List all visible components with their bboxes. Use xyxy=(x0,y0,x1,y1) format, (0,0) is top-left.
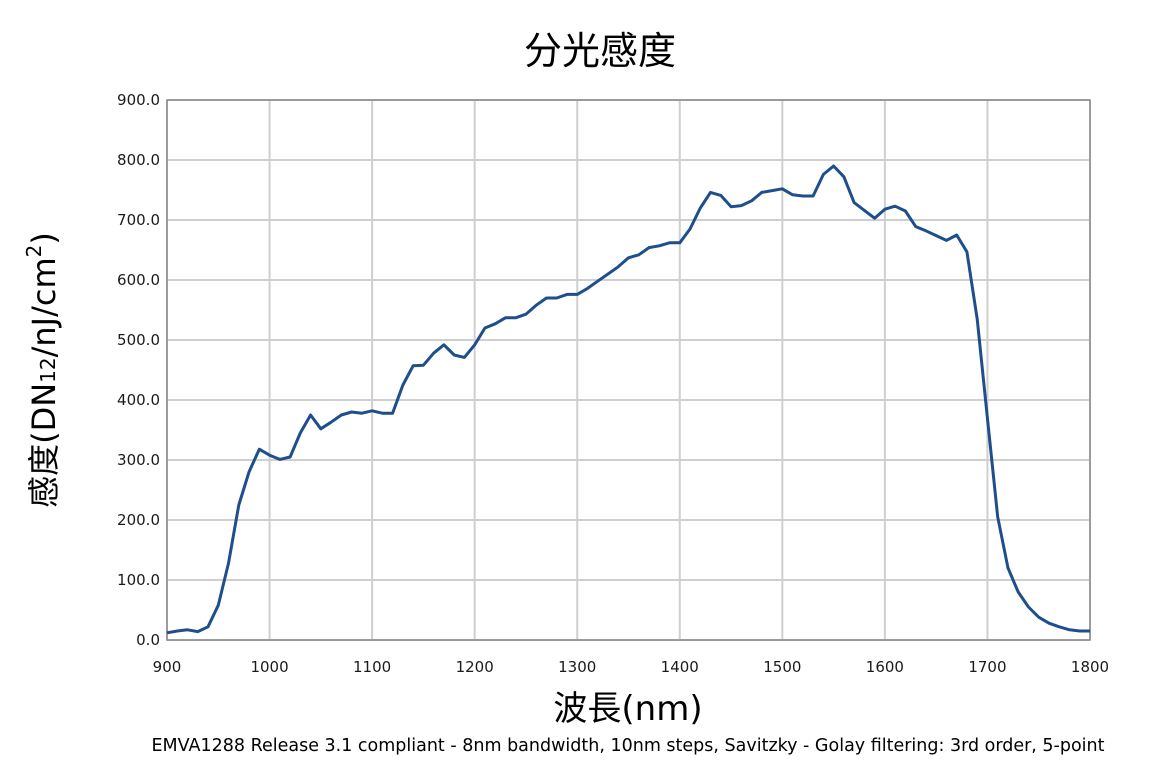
y-label-sub: 12 xyxy=(36,357,60,382)
x-tick-label: 1400 xyxy=(661,658,699,676)
x-tick-label: 1500 xyxy=(763,658,801,676)
grid xyxy=(166,99,1091,641)
x-axis-ticks: 900 1000 1100 1200 1300 1400 1500 1600 1700 1800 xyxy=(153,658,1109,676)
x-tick-label: 1300 xyxy=(558,658,596,676)
x-tick-label: 1100 xyxy=(353,658,391,676)
y-tick-label: 900.0 xyxy=(117,91,160,109)
y-tick-label: 100.0 xyxy=(117,571,160,589)
y-tick-label: 800.0 xyxy=(117,151,160,169)
y-tick-label: 400.0 xyxy=(117,391,160,409)
x-tick-label: 900 xyxy=(153,658,182,676)
x-tick-label: 1700 xyxy=(968,658,1006,676)
chart-title: 分光感度 xyxy=(524,29,676,73)
y-tick-label: 200.0 xyxy=(117,511,160,529)
y-tick-label: 700.0 xyxy=(117,211,160,229)
y-label-suffix: ) xyxy=(25,232,63,244)
y-label-sup: 2 xyxy=(22,245,46,258)
sensitivity-line xyxy=(166,164,1090,635)
y-label-mid: /nJ/cm xyxy=(25,257,63,357)
x-tick-label: 1000 xyxy=(250,658,288,676)
x-tick-label: 1600 xyxy=(866,658,904,676)
x-tick-label: 1200 xyxy=(456,658,494,676)
y-tick-label: 300.0 xyxy=(117,451,160,469)
y-axis-ticks: 0.0 100.0 200.0 300.0 400.0 500.0 600.0 700.0 80… xyxy=(117,91,160,649)
y-axis-label: 感度(DN12/nJ/cm2) xyxy=(22,232,63,508)
x-axis-label: 波長(nm) xyxy=(553,689,702,729)
footnote: EMVA1288 Release 3.1 compliant - 8nm ban… xyxy=(152,736,1105,756)
y-tick-label: 0.0 xyxy=(136,631,160,649)
y-label-prefix: 感度(DN xyxy=(25,383,63,508)
x-tick-label: 1800 xyxy=(1071,658,1109,676)
y-tick-label: 500.0 xyxy=(117,331,160,349)
plot-frame xyxy=(166,99,1091,641)
y-tick-label: 600.0 xyxy=(117,271,160,289)
